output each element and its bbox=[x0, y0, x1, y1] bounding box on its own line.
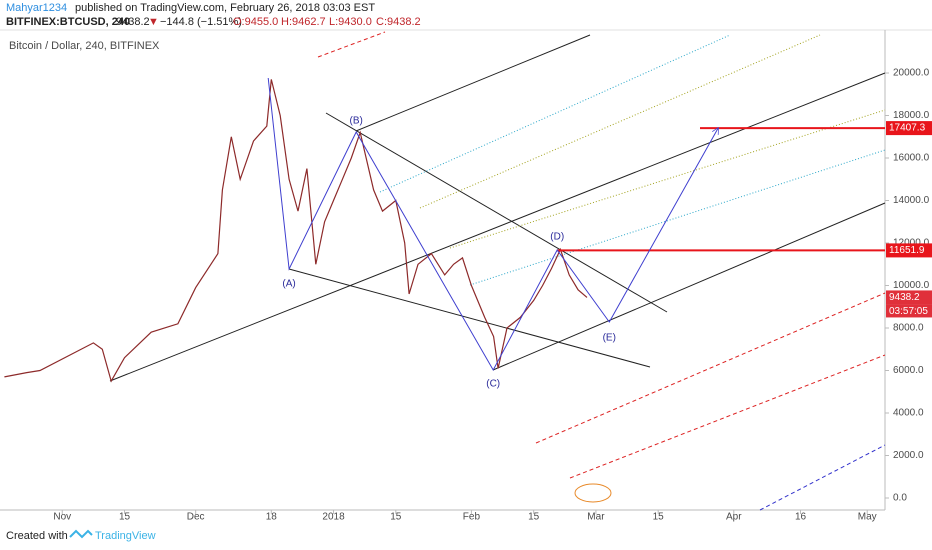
change: −144.8 (−1.51%) bbox=[160, 16, 242, 28]
y-tick-label: 8000.0 bbox=[893, 323, 924, 334]
last-price-label: 9438.2 bbox=[889, 292, 920, 303]
pattern-line bbox=[267, 77, 718, 372]
change-arrow: ▼ bbox=[148, 16, 159, 28]
pattern-label: (B) bbox=[350, 116, 363, 127]
y-tick-label: 20000.0 bbox=[893, 68, 930, 79]
footer-brand[interactable]: TradingView bbox=[95, 530, 156, 542]
price: 9438.2 bbox=[116, 16, 150, 28]
countdown-label: 03:57:05 bbox=[889, 306, 928, 317]
level-label: 17407.3 bbox=[889, 123, 926, 134]
y-tick-label: 18000.0 bbox=[893, 110, 930, 121]
x-tick-label: 15 bbox=[119, 512, 131, 523]
price-line bbox=[4, 79, 588, 383]
y-tick-label: 4000.0 bbox=[893, 408, 924, 419]
x-tick-label: 18 bbox=[266, 512, 278, 523]
countdown-tag bbox=[886, 304, 932, 318]
pattern-label: (A) bbox=[282, 279, 295, 290]
y-tick-label: 12000.0 bbox=[893, 238, 930, 249]
x-tick-label: Apr bbox=[726, 512, 742, 523]
x-tick-label: 15 bbox=[528, 512, 540, 523]
symbol: BITFINEX:BTCUSD, 240 bbox=[6, 16, 130, 28]
y-tick-label: 0.0 bbox=[893, 493, 907, 504]
logo bbox=[69, 529, 93, 539]
low: L:9430.0 bbox=[329, 16, 372, 28]
footer-created: Created with bbox=[6, 530, 68, 542]
y-tick-label: 16000.0 bbox=[893, 153, 930, 164]
x-tick-label: 16 bbox=[795, 512, 807, 523]
watermark bbox=[574, 483, 612, 503]
level-tag bbox=[886, 243, 932, 258]
high: H:9462.7 bbox=[281, 16, 326, 28]
level-label: 11651.9 bbox=[889, 245, 925, 256]
x-tick-label: May bbox=[858, 512, 877, 523]
x-tick-label: Nov bbox=[53, 512, 71, 523]
level-tag bbox=[886, 121, 932, 136]
y-tick-label: 10000.0 bbox=[893, 280, 930, 291]
y-tick-label: 6000.0 bbox=[893, 365, 924, 376]
last-price-tag bbox=[886, 290, 932, 305]
y-tick-label: 14000.0 bbox=[893, 195, 930, 206]
pattern-label: (D) bbox=[550, 232, 564, 243]
x-tick-label: Mar bbox=[587, 512, 605, 523]
pattern-label: (C) bbox=[486, 379, 500, 390]
pattern-label: (E) bbox=[603, 333, 616, 344]
chart-title: Bitcoin / Dollar, 240, BITFINEX bbox=[9, 40, 160, 52]
x-tick-label: 15 bbox=[390, 512, 402, 523]
x-tick-label: 2018 bbox=[322, 512, 345, 523]
x-tick-label: Dec bbox=[187, 512, 205, 523]
x-tick-label: Feb bbox=[463, 512, 481, 523]
y-tick-label: 2000.0 bbox=[893, 450, 924, 461]
x-tick-label: 15 bbox=[653, 512, 665, 523]
author[interactable]: Mahyar1234 bbox=[6, 2, 67, 14]
drawings bbox=[109, 31, 886, 511]
open: O:9455.0 bbox=[233, 16, 278, 28]
published: published on TradingView.com, February 2… bbox=[75, 2, 375, 14]
close: C:9438.2 bbox=[376, 16, 421, 28]
